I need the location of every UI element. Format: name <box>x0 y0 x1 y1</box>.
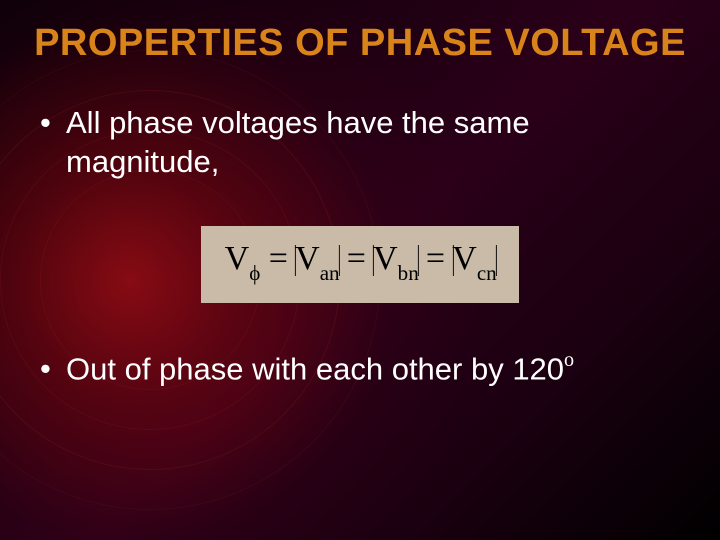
degree-symbol: o <box>564 349 574 371</box>
bullet-list: All phase voltages have the same magnitu… <box>40 104 680 200</box>
formula-box: Vϕ = |Van| = |Vbn| = |Vcn| <box>201 226 520 303</box>
slide-title: PROPERTIES OF PHASE VOLTAGE <box>0 22 720 65</box>
formula-text: Vϕ = |Van| = |Vbn| = |Vcn| <box>225 240 496 277</box>
bullet-list-2: Out of phase with each other by 120o <box>40 350 680 407</box>
bullet-item: All phase voltages have the same magnitu… <box>40 104 680 182</box>
bullet-item: Out of phase with each other by 120o <box>40 350 680 389</box>
slide: PROPERTIES OF PHASE VOLTAGE All phase vo… <box>0 0 720 540</box>
formula-row: Vϕ = |Van| = |Vbn| = |Vcn| <box>0 226 720 303</box>
bullet-text: Out of phase with each other by 120 <box>66 351 564 386</box>
